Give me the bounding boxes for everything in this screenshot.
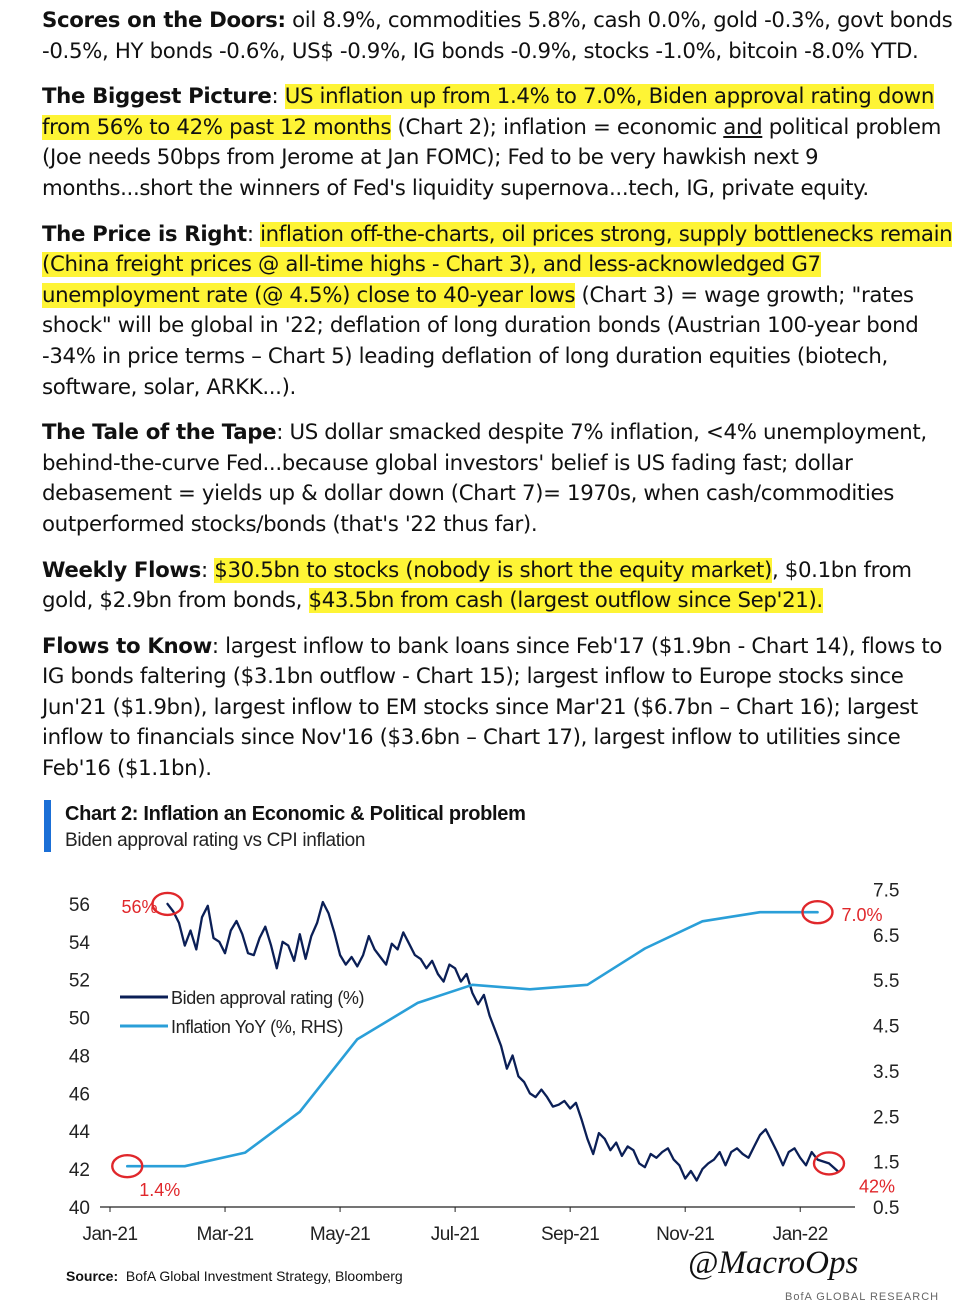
x-tick-label: Mar-21 [196, 1224, 253, 1245]
text-run: : [201, 557, 215, 583]
chart-source: Source: BofA Global Investment Strategy,… [66, 1268, 403, 1284]
y-right-tick-label: 4.5 [873, 1017, 899, 1038]
chart-title: Chart 2: Inflation an Economic & Politic… [65, 803, 526, 825]
text-run: : largest inflow to bank loans since Feb… [42, 633, 943, 782]
y-left-tick-label: 44 [69, 1122, 91, 1143]
chart-subtitle: Biden approval rating vs CPI inflation [65, 830, 366, 851]
chart-title-accent-bar [44, 800, 51, 852]
chart-plot: Jan-21 Mar-21 May-21 Jul-21 Sep-21 Nov-21 Jan-… [69, 881, 900, 1245]
y-left-tick-label: 46 [69, 1084, 90, 1105]
y-left-tick-label: 42 [69, 1160, 90, 1181]
source-label: Source: [66, 1268, 119, 1284]
annotation-circle [812, 1151, 846, 1176]
legend-label: Biden approval rating (%) [171, 988, 364, 1008]
y-left-tick-label: 52 [69, 971, 90, 992]
text-run: , $0.1bn from gold, $2.9bn from bonds, [42, 557, 912, 614]
annotation-circle [801, 900, 834, 925]
text-run: oil 8.9%, commodities 5.8%, cash 0.0%, g… [42, 8, 953, 64]
y-right-tick-label: 5.5 [873, 971, 899, 992]
text-block: Scores on the Doors: oil 8.9%, commoditi… [42, 6, 954, 800]
y-left-tick-label: 50 [69, 1009, 90, 1030]
text-run: (Chart 2); inflation = economic [391, 114, 724, 140]
paragraph-heading: The Biggest Picture [42, 84, 272, 110]
annotation-label: 1.4% [139, 1180, 180, 1200]
paragraph-heading: Flows to Know [42, 633, 212, 659]
underlined-text: and [723, 114, 763, 140]
annotation-label: 7.0% [841, 905, 882, 925]
paragraph-heading: The Tale of the Tape [42, 420, 277, 446]
paragraph-price: The Price is Right: inflation off-the-ch… [42, 220, 954, 404]
text-run: : [246, 221, 261, 247]
y-right-tick-label: 2.5 [873, 1107, 899, 1128]
annotation-label: 56% [121, 897, 157, 917]
source-text: BofA Global Investment Strategy, Bloombe… [125, 1268, 403, 1284]
y-right-tick-label: 6.5 [873, 926, 899, 947]
x-tick-label: Jan-21 [82, 1224, 137, 1245]
paragraph-heading: Weekly Flows [42, 557, 202, 583]
paragraph-scores: Scores on the Doors: oil 8.9%, commoditi… [42, 6, 954, 67]
y-right-tick-label: 0.5 [873, 1198, 899, 1219]
footer-cut-text: BofA GLOBAL RESEARCH [785, 1291, 940, 1303]
text-run: : [271, 84, 285, 110]
y-left-tick-label: 56 [69, 895, 90, 916]
chart-2: Chart 2: Inflation an Economic & Politic… [0, 790, 972, 1303]
paragraph-heading: Scores on the Doors: [42, 8, 286, 33]
paragraph-tape: The Tale of the Tape: US dollar smacked … [42, 418, 954, 540]
highlighted-text: $43.5bn from cash (largest outflow since… [308, 588, 823, 614]
paragraph-heading: The Price is Right [42, 221, 247, 247]
legend-label: Inflation YoY (%, RHS) [171, 1017, 343, 1037]
x-tick-label: Nov-21 [656, 1224, 714, 1245]
y-right-tick-label: 7.5 [873, 881, 899, 902]
paragraph-biggest: The Biggest Picture: US inflation up fro… [42, 82, 954, 204]
y-left-tick-label: 40 [69, 1198, 90, 1219]
x-tick-label: Jan-22 [773, 1224, 828, 1245]
x-tick-label: Jul-21 [431, 1224, 480, 1245]
text-run: : US dollar smacked despite 7% inflation… [42, 420, 927, 537]
y-right-tick-label: 3.5 [873, 1062, 899, 1083]
annotation-circle [111, 1153, 144, 1179]
paragraph-flows: Weekly Flows: $30.5bn to stocks (nobody … [42, 556, 954, 617]
text-run: political problem (Joe needs 50bps from … [42, 114, 941, 201]
annotation-circle [151, 891, 184, 917]
approval-series-line [166, 900, 839, 1182]
highlighted-text: $30.5bn to stocks (nobody is short the e… [214, 557, 772, 583]
text-run: (Chart 3) = wage growth; "rates shock" w… [42, 282, 919, 400]
x-tick-label: May-21 [310, 1224, 370, 1245]
y-left-tick-label: 54 [69, 933, 91, 954]
paragraph-know: Flows to Know: largest inflow to bank lo… [42, 632, 954, 785]
y-left-tick-label: 48 [69, 1046, 90, 1067]
x-tick-label: Sep-21 [541, 1224, 599, 1245]
inflation-series-line [126, 910, 819, 1168]
watermark: @MacroOps [688, 1245, 859, 1281]
y-right-tick-label: 1.5 [873, 1153, 899, 1174]
annotation-label: 42% [859, 1176, 895, 1196]
